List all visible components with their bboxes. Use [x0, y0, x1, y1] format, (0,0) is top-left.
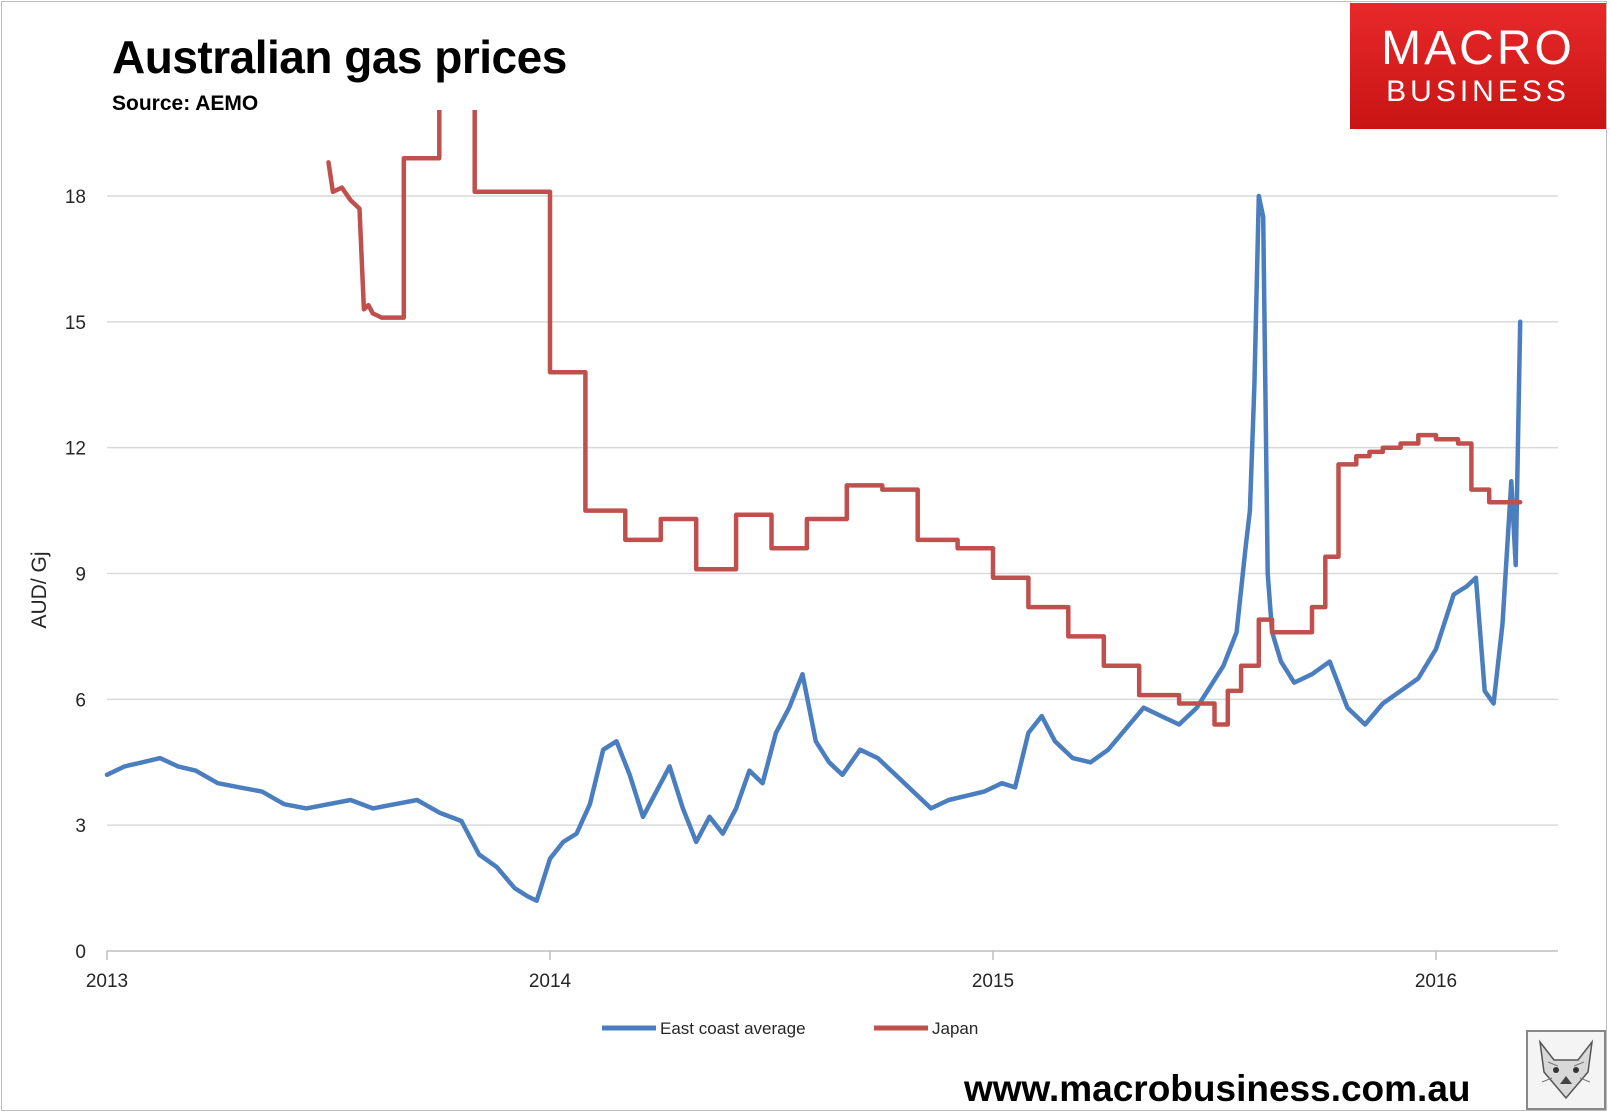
x-tick-labels: 2013 2014 2015 2016 — [86, 971, 1457, 992]
logo-line-2: BUSINESS — [1386, 75, 1570, 108]
macrobusiness-logo[interactable]: MACRO BUSINESS — [1350, 3, 1606, 129]
y-tick-18: 18 — [65, 187, 86, 208]
x-tick-2015: 2015 — [972, 971, 1014, 992]
series-east-coast-line — [104, 193, 1523, 903]
x-tick-2016: 2016 — [1415, 971, 1457, 992]
y-tick-labels: 0 3 6 9 12 15 18 — [65, 187, 86, 963]
y-tick-3: 3 — [75, 816, 86, 837]
legend-label-japan: Japan — [932, 1019, 978, 1038]
x-tick-2013: 2013 — [86, 971, 128, 992]
y-tick-0: 0 — [75, 942, 86, 963]
fox-mascot-icon — [1526, 1030, 1606, 1110]
y-tick-6: 6 — [75, 690, 86, 711]
axes — [106, 950, 1558, 960]
y-tick-9: 9 — [75, 565, 86, 586]
fox-drawing — [1538, 1039, 1594, 1100]
series-japan-line — [326, 110, 1523, 727]
y-tick-12: 12 — [65, 439, 86, 460]
legend[interactable]: East coast average Japan — [602, 1019, 978, 1038]
legend-label-east-coast: East coast average — [660, 1019, 806, 1038]
y-tick-15: 15 — [65, 313, 86, 334]
x-tick-2014: 2014 — [529, 971, 572, 992]
y-axis-title: AUD/ Gj — [28, 551, 51, 628]
chart-source: Source: AEMO — [112, 92, 259, 115]
website-url[interactable]: www.macrobusiness.com.au — [964, 1068, 1471, 1109]
series-lines — [104, 110, 1523, 903]
logo-line-1: MACRO — [1381, 22, 1575, 75]
chart-title: Australian gas prices — [112, 31, 567, 83]
